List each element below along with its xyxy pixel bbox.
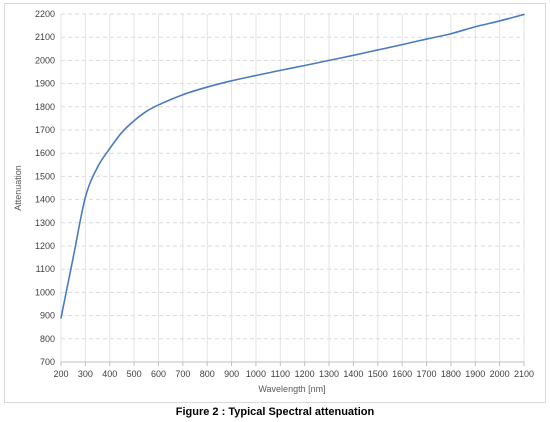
y-tick-label: 700 <box>40 357 55 367</box>
y-axis-ticks: 700 800 900 1000 1100 1200 1300 1400 1500 1600 170… <box>35 9 55 367</box>
series <box>60 13 525 319</box>
y-tick-label: 2000 <box>35 55 55 65</box>
x-tick-label: 1200 <box>295 369 315 379</box>
grid-lines <box>60 13 525 362</box>
x-axis-ticks: 200 300 400 500 600 700 800 900 1000 1100 1200 1300… <box>53 369 534 379</box>
y-tick-label: 2200 <box>35 9 55 19</box>
x-tick-label: 1600 <box>392 369 412 379</box>
attenuation-series-line <box>60 13 525 319</box>
y-tick-label: 1300 <box>35 218 55 228</box>
x-tick-label: 200 <box>53 369 68 379</box>
y-tick-label: 2100 <box>35 32 55 42</box>
x-tick-label: 700 <box>175 369 190 379</box>
y-tick-label: 1200 <box>35 241 55 251</box>
x-tick-label: 1500 <box>368 369 388 379</box>
x-tick-label: 600 <box>151 369 166 379</box>
x-tick-label: 1800 <box>441 369 461 379</box>
y-tick-label: 1700 <box>35 125 55 135</box>
x-tick-label: 400 <box>102 369 117 379</box>
y-tick-label: 1600 <box>35 148 55 158</box>
x-tick-label: 1900 <box>465 369 485 379</box>
x-tick-label: 500 <box>127 369 142 379</box>
x-tick-label: 1300 <box>319 369 339 379</box>
x-tick-label: 900 <box>224 369 239 379</box>
x-tick-label: 800 <box>200 369 215 379</box>
y-tick-label: 900 <box>40 311 55 321</box>
y-tick-label: 1000 <box>35 287 55 297</box>
y-tick-label: 800 <box>40 334 55 344</box>
x-axis-title: Wavelength [nm] <box>258 384 325 394</box>
x-tick-label: 300 <box>78 369 93 379</box>
attenuation-chart: 700 800 900 1000 1100 1200 1300 1400 1500 1600 170… <box>13 9 534 394</box>
y-tick-label: 1100 <box>36 264 55 274</box>
chart-frame <box>4 3 546 403</box>
y-tick-label: 1400 <box>35 195 55 205</box>
x-tick-label: 2100 <box>514 369 534 379</box>
figure-caption: Figure 2 : Typical Spectral attenuation <box>175 406 375 418</box>
x-tick-label: 2000 <box>490 369 510 379</box>
axes <box>60 361 525 366</box>
x-tick-label: 1700 <box>417 369 437 379</box>
x-tick-label: 1100 <box>271 369 290 379</box>
y-axis-title: Attenuation <box>13 165 23 211</box>
y-tick-label: 1500 <box>35 171 55 181</box>
x-tick-label: 1000 <box>246 369 266 379</box>
x-tick-label: 1400 <box>343 369 363 379</box>
y-tick-label: 1800 <box>35 102 55 112</box>
y-tick-label: 1900 <box>35 79 55 89</box>
